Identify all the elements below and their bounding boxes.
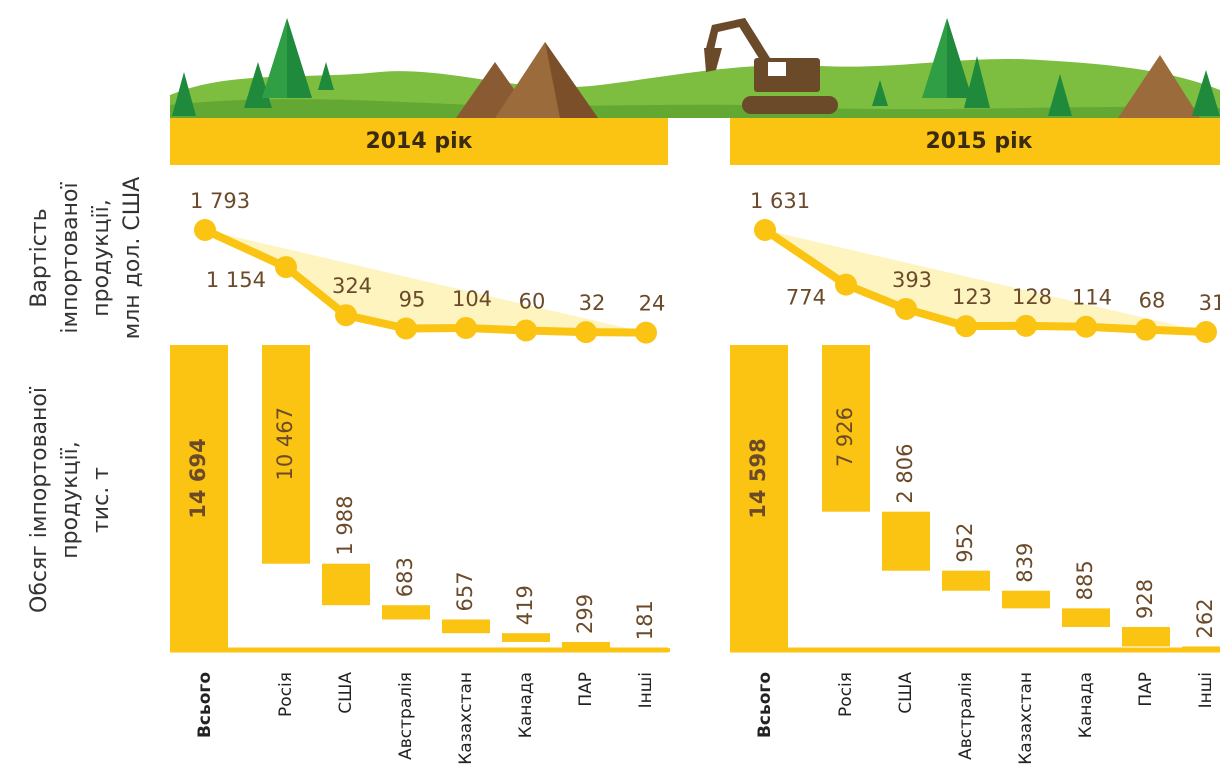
category-label: Австралія (396, 672, 416, 760)
cost-point (635, 322, 657, 344)
category-label: Росія (276, 672, 296, 717)
value-label: 885 (1073, 560, 1097, 600)
total-name: Всього (755, 672, 775, 738)
cost-point (395, 317, 417, 339)
cost-label: 24 (639, 292, 666, 316)
axis-label: продукції, (89, 199, 114, 317)
step-bar (442, 619, 490, 633)
cost-label: 104 (452, 287, 492, 311)
total-label: 14 598 (746, 438, 770, 518)
infographic: Вартістьімпортованоїпродукції,млн дол. С… (0, 0, 1220, 776)
cost-label: 31 (1199, 291, 1220, 315)
axis-label: Обсяг імпортованої (27, 386, 52, 613)
axis-label: імпортованої (58, 182, 83, 334)
category-label: США (896, 672, 916, 714)
cost-point (955, 315, 977, 337)
cost-label: 393 (892, 268, 932, 292)
value-label: 181 (633, 600, 657, 640)
category-label: Канада (516, 672, 536, 738)
step-bar (1002, 591, 1050, 609)
panel-title: 2015 рік (925, 129, 1032, 154)
cost-label: 128 (1012, 285, 1052, 309)
cost-label: 114 (1072, 286, 1112, 310)
tree (287, 18, 312, 98)
category-label: Казахстан (456, 672, 476, 765)
cost-label: 1 154 (206, 268, 266, 292)
category-label: Інші (1196, 672, 1216, 708)
cost-point (335, 304, 357, 326)
total-label: 14 694 (186, 438, 210, 518)
cost-label: 68 (1139, 289, 1166, 313)
total-name: Всього (195, 672, 215, 738)
landscape (170, 18, 1220, 118)
step-bar (382, 605, 430, 619)
step-bar (562, 642, 610, 648)
panel-title: 2014 рік (365, 129, 472, 154)
cost-point (754, 219, 776, 241)
category-label: Інші (636, 672, 656, 708)
value-label: 657 (453, 571, 477, 611)
value-label: 262 (1193, 598, 1217, 638)
step-bar (942, 571, 990, 591)
cost-point (455, 317, 477, 339)
step-bar (502, 633, 550, 642)
value-label: 299 (573, 594, 597, 634)
category-label: Австралія (956, 672, 976, 760)
cost-point (835, 274, 857, 296)
step-bar (1182, 646, 1220, 652)
cost-point (575, 321, 597, 343)
value-label: 2 806 (893, 444, 917, 504)
axis-label: продукції, (58, 441, 83, 559)
cost-point (895, 298, 917, 320)
category-label: Казахстан (1016, 672, 1036, 765)
cost-point (1015, 315, 1037, 337)
value-label: 683 (393, 557, 417, 597)
axis-label: Вартість (27, 208, 52, 307)
step-bar (1122, 627, 1170, 647)
cost-label: 60 (519, 290, 546, 314)
cost-label: 1 793 (190, 189, 250, 213)
cost-point (275, 256, 297, 278)
axis-label: тис. т (89, 467, 114, 533)
axis-label: млн дол. США (120, 177, 145, 340)
cost-label: 123 (952, 285, 992, 309)
value-label: 7 926 (833, 407, 857, 467)
step-bar (1062, 608, 1110, 627)
step-bar (622, 648, 670, 652)
trend-area (205, 230, 646, 333)
value-label: 419 (513, 585, 537, 625)
cost-point (1195, 321, 1217, 343)
category-label: Канада (1076, 672, 1096, 738)
value-label: 839 (1013, 543, 1037, 583)
cost-point (194, 219, 216, 241)
category-label: Росія (836, 672, 856, 717)
cost-label: 95 (399, 287, 426, 311)
cost-label: 1 631 (750, 189, 810, 213)
cost-label: 774 (786, 286, 826, 310)
category-label: ПАР (576, 672, 596, 707)
value-label: 952 (953, 523, 977, 563)
cost-point (1135, 319, 1157, 341)
cost-label: 324 (332, 274, 372, 298)
step-bar (322, 564, 370, 606)
cost-point (1075, 316, 1097, 338)
value-label: 928 (1133, 579, 1157, 619)
category-label: США (336, 672, 356, 714)
category-label: ПАР (1136, 672, 1156, 707)
tree (947, 18, 972, 98)
step-bar (882, 512, 930, 571)
value-label: 10 467 (273, 407, 297, 480)
cost-label: 32 (579, 291, 606, 315)
value-label: 1 988 (333, 496, 357, 556)
cost-point (515, 320, 537, 342)
trend-area (765, 230, 1206, 332)
